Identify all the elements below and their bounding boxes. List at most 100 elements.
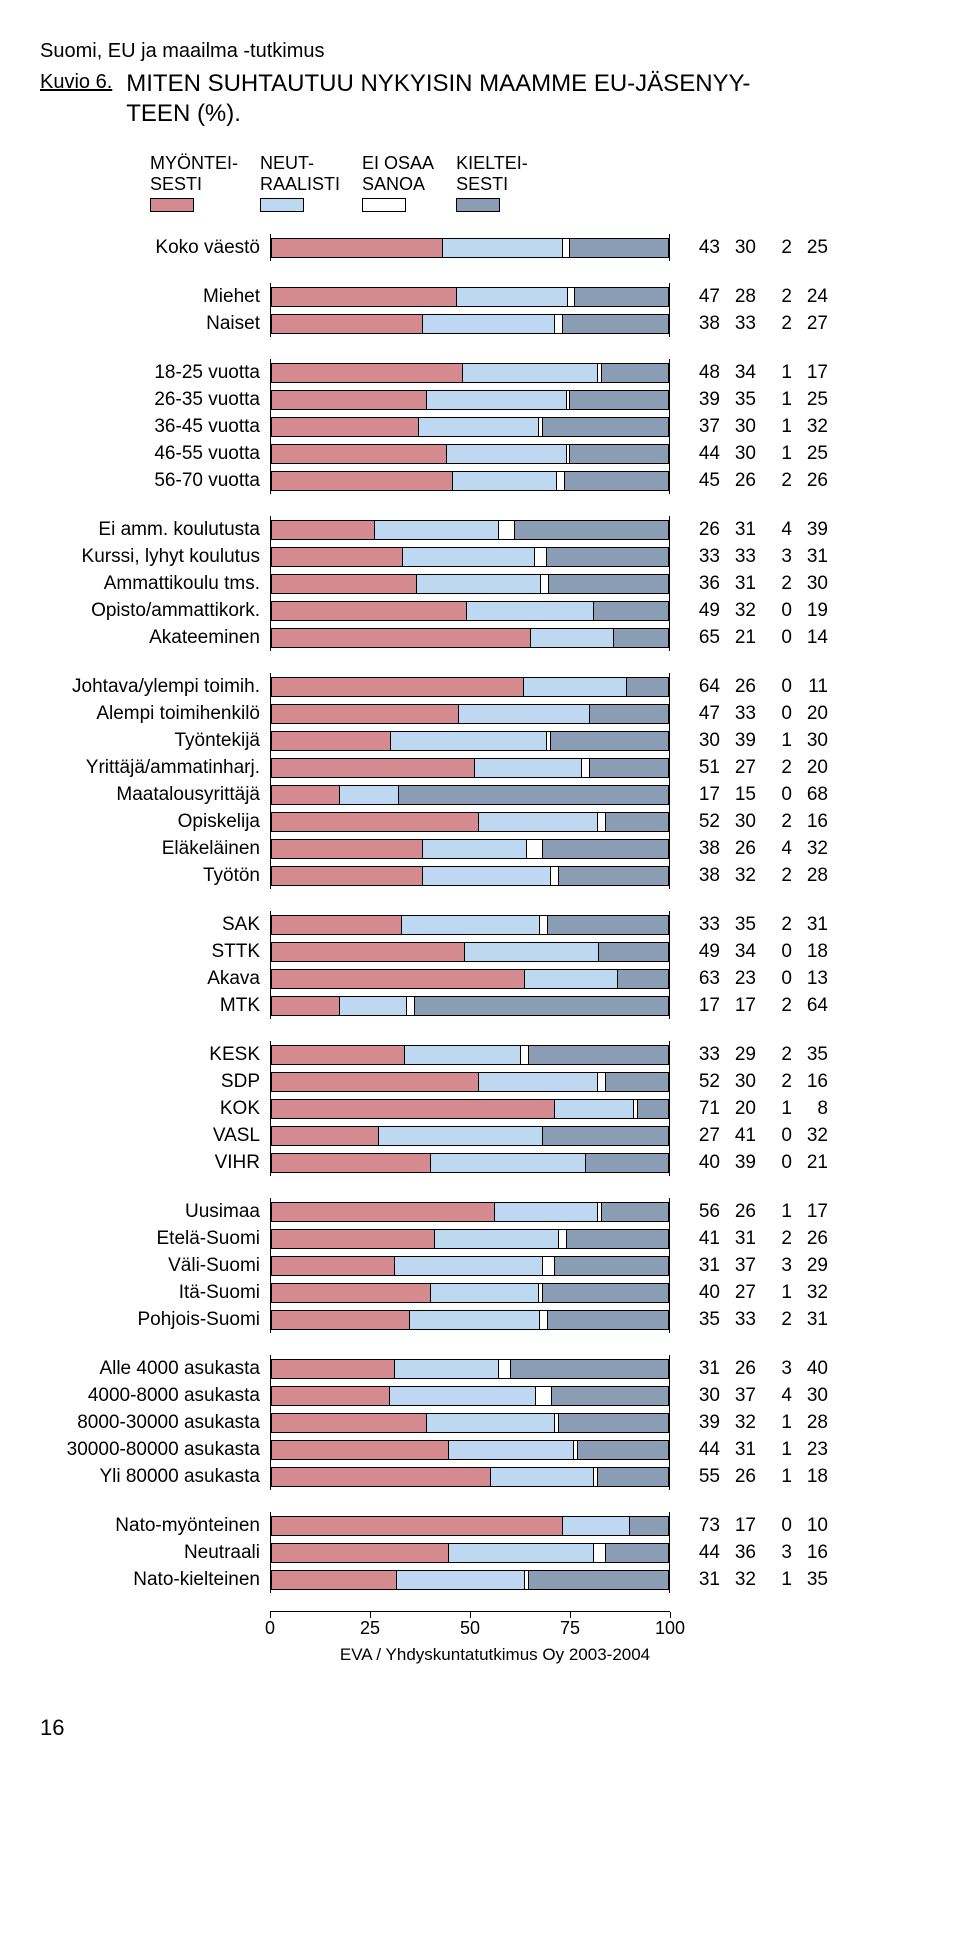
data-row: 36-45 vuotta3730132 xyxy=(40,413,900,440)
value-cell: 1 xyxy=(756,1466,792,1488)
bar-area xyxy=(270,359,670,386)
bar-segment xyxy=(554,1099,634,1119)
value-cell: 52 xyxy=(684,1071,720,1093)
value-cell: 20 xyxy=(792,757,828,779)
data-row: 46-55 vuotta4430125 xyxy=(40,440,900,467)
bar-area xyxy=(270,1149,670,1176)
value-cell: 30 xyxy=(792,730,828,752)
bar-segment xyxy=(514,520,669,540)
data-row: 26-35 vuotta3935125 xyxy=(40,386,900,413)
value-cell: 32 xyxy=(720,600,756,622)
bar-area xyxy=(270,1436,670,1463)
bar-segment xyxy=(474,758,581,778)
value-cell: 27 xyxy=(792,313,828,335)
row-label: Akava xyxy=(40,968,270,990)
value-cell: 39 xyxy=(720,1152,756,1174)
row-values: 3833227 xyxy=(684,313,828,335)
value-cell: 1 xyxy=(756,362,792,384)
value-cell: 26 xyxy=(720,1358,756,1380)
value-cell: 20 xyxy=(720,1098,756,1120)
row-label: Neutraali xyxy=(40,1542,270,1564)
bar-area xyxy=(270,862,670,889)
bar-segment xyxy=(520,1045,528,1065)
bar-segment xyxy=(464,942,598,962)
bar-segment xyxy=(271,758,474,778)
bar-segment xyxy=(271,1310,409,1330)
legend-item: EI OSAA SANOA xyxy=(362,153,434,212)
data-row: Koko väestö4330225 xyxy=(40,234,900,261)
data-row: Eläkeläinen3826432 xyxy=(40,835,900,862)
value-cell: 26 xyxy=(720,838,756,860)
row-label: Pohjois-Suomi xyxy=(40,1309,270,1331)
bar-segment xyxy=(597,1467,669,1487)
bar-segment xyxy=(271,704,458,724)
legend-item: NEUT- RAALISTI xyxy=(260,153,340,212)
bar-segment xyxy=(271,520,374,540)
bar-segment xyxy=(534,547,546,567)
bar-segment xyxy=(271,1202,494,1222)
value-cell: 2 xyxy=(756,573,792,595)
bar-segment xyxy=(528,1570,669,1590)
bar-segment xyxy=(271,731,390,751)
data-row: STTK4934018 xyxy=(40,938,900,965)
stacked-bar xyxy=(271,1099,669,1119)
stacked-bar xyxy=(271,1543,669,1563)
x-axis-row: 0255075100 xyxy=(40,1611,900,1639)
bar-area xyxy=(270,1382,670,1409)
row-label: Akateeminen xyxy=(40,627,270,649)
bar-segment xyxy=(528,1045,669,1065)
row-values: 4039021 xyxy=(684,1152,828,1174)
bar-segment xyxy=(394,1359,497,1379)
value-cell: 52 xyxy=(684,811,720,833)
bar-segment xyxy=(585,1153,669,1173)
value-cell: 0 xyxy=(756,1152,792,1174)
bar-segment xyxy=(401,915,539,935)
value-cell: 63 xyxy=(684,968,720,990)
value-cell: 1 xyxy=(756,389,792,411)
row-label: Miehet xyxy=(40,286,270,308)
value-cell: 37 xyxy=(684,416,720,438)
row-group: Alle 4000 asukasta31263404000-8000 asuka… xyxy=(40,1355,900,1490)
value-cell: 27 xyxy=(684,1125,720,1147)
row-label: KOK xyxy=(40,1098,270,1120)
bar-segment xyxy=(414,996,669,1016)
stacked-bar xyxy=(271,915,669,935)
bar-segment xyxy=(271,785,339,805)
value-cell: 65 xyxy=(684,627,720,649)
bar-segment xyxy=(271,628,530,648)
value-cell: 39 xyxy=(684,389,720,411)
bar-segment xyxy=(554,1256,669,1276)
bar-segment xyxy=(574,287,669,307)
bar-segment xyxy=(390,731,545,751)
value-cell: 25 xyxy=(792,443,828,465)
row-values: 7317010 xyxy=(684,1515,828,1537)
bar-segment xyxy=(422,314,553,334)
bar-segment xyxy=(577,1440,669,1460)
row-values: 6323013 xyxy=(684,968,828,990)
bar-segment xyxy=(271,363,462,383)
bar-segment xyxy=(398,785,669,805)
row-group: Nato-myönteinen7317010Neutraali4436316Na… xyxy=(40,1512,900,1593)
value-cell: 3 xyxy=(756,546,792,568)
data-row: Yli 80000 asukasta5526118 xyxy=(40,1463,900,1490)
bar-area xyxy=(270,1068,670,1095)
value-cell: 0 xyxy=(756,1515,792,1537)
value-cell: 0 xyxy=(756,627,792,649)
stacked-bar xyxy=(271,1413,669,1433)
row-values: 5626117 xyxy=(684,1201,828,1223)
bar-area xyxy=(270,1355,670,1382)
bar-segment xyxy=(406,996,414,1016)
value-cell: 19 xyxy=(792,600,828,622)
data-row: MTK1717264 xyxy=(40,992,900,1019)
value-cell: 41 xyxy=(720,1125,756,1147)
row-group: Ei amm. koulutusta2631439Kurssi, lyhyt k… xyxy=(40,516,900,651)
bar-area xyxy=(270,1198,670,1225)
bar-area xyxy=(270,597,670,624)
value-cell: 31 xyxy=(720,519,756,541)
row-label: Koko väestö xyxy=(40,237,270,259)
axis-tick-label: 50 xyxy=(460,1618,480,1639)
legend-swatch xyxy=(150,198,194,212)
value-cell: 38 xyxy=(684,313,720,335)
row-values: 6426011 xyxy=(684,676,828,698)
value-cell: 39 xyxy=(720,730,756,752)
